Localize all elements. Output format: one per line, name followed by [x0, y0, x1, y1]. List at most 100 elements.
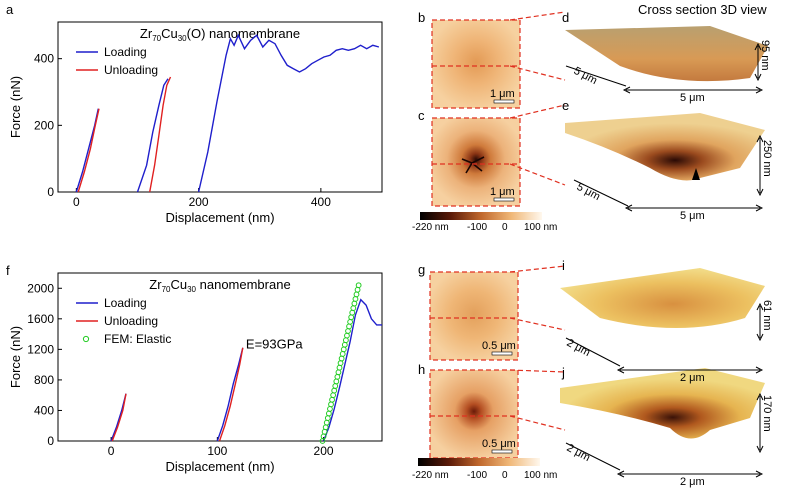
dash-box-g — [429, 271, 519, 361]
afm-image-h — [430, 370, 518, 458]
height-label-e: 250 nm — [761, 140, 773, 177]
fem-point-1-13 — [333, 378, 340, 385]
legend-label-0-0: Loading — [104, 45, 147, 59]
colorbar-top — [420, 212, 542, 220]
fem-point-1-23 — [344, 332, 350, 339]
len2-label-j: 2 μm — [680, 476, 705, 488]
panel-label-g: g — [418, 262, 426, 277]
panel-label-d: d — [562, 10, 570, 25]
series-0-1-seg-1 — [149, 76, 172, 193]
fem-point-1-24 — [345, 328, 351, 334]
afm-image-b — [432, 20, 520, 108]
afm-image-g — [430, 272, 518, 360]
panel-label-j: j — [562, 365, 565, 380]
dash-box-b — [431, 19, 521, 109]
colorbar-bottom — [418, 458, 540, 466]
x-tick-label-0-2: 400 — [311, 195, 331, 209]
scalebar-g — [491, 351, 513, 356]
fem-point-1-7 — [327, 406, 333, 412]
surface-e — [565, 113, 765, 181]
chart-title-1: Zr70Cu30 nanomembrane — [149, 277, 290, 294]
afm-image-c — [432, 118, 520, 206]
len2-label-d: 5 μm — [680, 92, 705, 104]
y-axis-label-1: Force (nN) — [8, 326, 23, 388]
series-0-0-seg-0 — [75, 108, 99, 193]
x-axis-label-1: Displacement (nm) — [165, 459, 274, 474]
y-tick-label-1-1: 400 — [34, 403, 54, 417]
fem-point-1-27 — [348, 314, 355, 321]
y-tick-label-1-5: 2000 — [27, 281, 54, 295]
fem-point-1-21 — [341, 341, 348, 348]
height-label-j: 170 nm — [761, 395, 773, 432]
series-1-0-seg-2 — [322, 298, 382, 442]
panel-label-b: b — [418, 10, 426, 25]
legend-label-1-0: Loading — [104, 296, 147, 310]
panel-label-a: a — [6, 2, 14, 17]
fem-point-1-18 — [338, 355, 345, 362]
scalebar-label-g: 0.5 μm — [482, 340, 516, 352]
y-tick-label-0-0: 0 — [47, 185, 54, 199]
surface-i — [560, 268, 765, 328]
y-tick-label-0-2: 400 — [34, 52, 54, 66]
panel-label-c: c — [418, 108, 425, 123]
fem-point-1-20 — [340, 346, 347, 353]
indent-tip-e — [692, 168, 700, 180]
fem-point-1-10 — [330, 392, 337, 399]
fem-point-1-9 — [329, 396, 335, 403]
panel-label-f: f — [6, 263, 10, 278]
dimension-arrows — [565, 42, 764, 478]
x-axis-label-0: Displacement (nm) — [165, 210, 274, 225]
series-1-0-seg-0 — [110, 393, 127, 442]
y-tick-label-1-3: 1200 — [27, 342, 54, 356]
cross-section-title: Cross section 3D view — [638, 2, 767, 17]
crack-mark — [461, 156, 485, 174]
x-tick-label-1-0: 0 — [108, 444, 115, 458]
x-tick-label-0-0: 0 — [73, 195, 80, 209]
series-1-0-seg-1 — [216, 347, 244, 442]
fem-point-1-11 — [331, 387, 338, 394]
scalebar-b — [493, 99, 515, 104]
scalebar-label-c: 1 μm — [490, 186, 515, 198]
legend-marker-1-2 — [82, 335, 90, 343]
y-tick-label-1-4: 1600 — [27, 312, 54, 326]
scalebar-label-b: 1 μm — [490, 88, 515, 100]
x-tick-label-1-2: 200 — [314, 444, 334, 458]
scalebar-c — [493, 197, 515, 202]
fem-point-1-34 — [355, 282, 362, 289]
fem-point-1-25 — [346, 323, 352, 330]
series-1-1-seg-1 — [218, 347, 244, 442]
fem-point-1-29 — [350, 305, 357, 312]
afm-bottom-group — [429, 271, 519, 459]
fem-point-1-19 — [339, 351, 346, 357]
afm-top-group — [420, 19, 542, 220]
height-label-i: 61 nm — [761, 300, 773, 331]
panel-label-e: e — [562, 98, 570, 113]
connector-lines — [510, 11, 566, 431]
fem-point-1-14 — [334, 373, 341, 380]
scalebar-h — [491, 449, 513, 454]
fem-point-1-30 — [351, 300, 358, 307]
dash-box-c — [431, 117, 521, 207]
fem-point-1-2 — [321, 428, 328, 435]
legend-label-1-2: FEM: Elastic — [104, 332, 171, 346]
annotation-1: E=93GPa — [246, 337, 304, 352]
legend-label-0-1: Unloading — [104, 63, 158, 77]
fem-point-1-4 — [323, 419, 330, 426]
height-label-d: 95 nm — [759, 40, 771, 71]
fem-point-1-12 — [332, 383, 339, 389]
surface-d — [565, 26, 768, 82]
fem-point-1-3 — [322, 424, 329, 431]
series-0-0-seg-1 — [136, 78, 169, 193]
series-1-1-seg-0 — [111, 393, 127, 442]
legend-label-1-1: Unloading — [104, 314, 158, 328]
fem-point-1-26 — [347, 318, 354, 325]
series-0-1-seg-0 — [77, 108, 100, 193]
fem-point-1-17 — [337, 360, 344, 367]
fem-point-1-22 — [342, 337, 349, 344]
y-tick-label-0-1: 200 — [34, 118, 54, 132]
y-axis-label-0: Force (nN) — [8, 76, 23, 138]
panel-label-h: h — [418, 362, 426, 377]
chart-title-0: Zr70Cu30(O) nanomembrane — [140, 26, 300, 43]
fem-point-1-28 — [349, 309, 356, 316]
views-3d — [560, 26, 768, 478]
